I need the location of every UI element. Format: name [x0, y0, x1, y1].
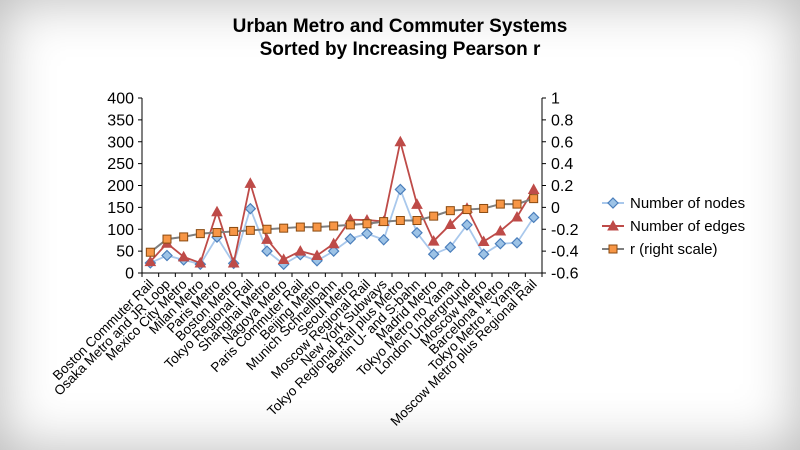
series-point — [608, 244, 618, 254]
series-point — [607, 219, 619, 231]
series-point — [477, 235, 490, 246]
right-tick-label: 0.6 — [551, 134, 573, 151]
series-point — [462, 205, 472, 215]
series-point — [427, 235, 440, 246]
series-point — [245, 225, 255, 235]
left-tick-label: 250 — [107, 156, 134, 173]
series-point — [344, 233, 357, 245]
series-point — [394, 183, 407, 196]
right-tick-label: 0.2 — [551, 178, 573, 195]
series-point — [411, 226, 423, 239]
series-point — [212, 228, 222, 238]
right-tick-label: 0 — [551, 200, 560, 217]
series-point — [327, 237, 340, 249]
series-point — [444, 218, 457, 229]
series-point — [479, 203, 489, 213]
right-tick-label: -0.2 — [551, 222, 579, 239]
series-point — [261, 245, 273, 257]
series-point — [161, 249, 173, 262]
series-point — [261, 233, 273, 244]
series-point — [461, 219, 473, 231]
series-point — [495, 199, 505, 209]
legend-label: Number of nodes — [630, 195, 745, 212]
series-point — [145, 247, 155, 257]
chart-title-line: Sorted by Increasing Pearson r — [260, 39, 541, 60]
series-point — [279, 223, 289, 233]
series-point — [294, 245, 307, 256]
left-tick-label: 350 — [107, 112, 134, 129]
series-point — [394, 135, 407, 147]
series-point — [512, 199, 522, 209]
series-point — [312, 222, 322, 232]
right-tick-label: 0.4 — [551, 156, 573, 173]
series-point — [244, 202, 257, 215]
chart-title-line: Urban Metro and Commuter Systems — [233, 16, 568, 37]
series-number-of-nodes — [144, 183, 540, 271]
left-tick-label: 0 — [125, 266, 134, 283]
series-point — [144, 255, 157, 267]
series — [144, 135, 540, 271]
left-tick-label: 300 — [107, 134, 134, 151]
series-point — [162, 234, 172, 244]
series-point — [277, 253, 290, 264]
series-point — [262, 224, 272, 234]
series-point — [494, 237, 507, 250]
series-point — [527, 211, 540, 224]
series-point — [311, 249, 323, 260]
series-point — [411, 198, 423, 209]
series-point — [177, 250, 190, 262]
series-point — [429, 211, 439, 221]
series-point — [244, 177, 257, 188]
series-point — [345, 220, 355, 230]
left-tick-label: 50 — [116, 244, 134, 261]
left-tick-label: 200 — [107, 178, 134, 195]
series-point — [211, 205, 223, 217]
series-number-of-edges — [144, 135, 540, 268]
series-point — [195, 229, 205, 239]
series-point — [412, 216, 422, 225]
series-r-right-scale — [145, 194, 539, 257]
series-point — [329, 221, 339, 231]
series-point — [427, 248, 440, 261]
right-tick-label: -0.4 — [551, 244, 579, 261]
series-point — [295, 222, 305, 232]
left-tick-label: 150 — [107, 200, 134, 217]
series-point — [327, 245, 340, 257]
right-tick-label: 1 — [551, 91, 560, 108]
series-point — [511, 236, 523, 249]
right-tick-label: 0.8 — [551, 112, 573, 129]
axes — [138, 97, 546, 277]
left-tick-label: 100 — [107, 222, 134, 239]
series-point — [527, 183, 540, 194]
series-point — [395, 216, 405, 225]
series-point — [529, 194, 539, 204]
series-point — [227, 256, 240, 268]
series-point — [379, 217, 389, 227]
series-point — [179, 232, 189, 242]
series-point — [607, 197, 619, 209]
series-point — [494, 224, 507, 236]
left-axis-ticks: 0 50 100 150 200 250 300 350 400 — [107, 91, 134, 283]
category-label: Osaka Metro and JR Loop — [51, 277, 173, 399]
series-point — [444, 241, 457, 254]
series-point — [229, 226, 239, 236]
series-point — [194, 256, 207, 268]
series-point — [361, 227, 373, 240]
series-point — [511, 210, 523, 222]
right-axis-ticks: -0.6 -0.4 -0.2 0 0.2 0.4 0.6 0.8 1 — [551, 91, 579, 283]
series-point — [377, 233, 390, 246]
series-point — [477, 248, 490, 261]
legend-label: r (right scale) — [630, 241, 718, 258]
legend: Number of nodes Number of edges r (right s… — [602, 195, 745, 258]
series-point — [362, 219, 372, 229]
series-line — [149, 186, 535, 266]
left-tick-label: 400 — [107, 91, 134, 108]
series-point — [445, 206, 455, 216]
right-tick-label: -0.6 — [551, 266, 579, 283]
legend-label: Number of edges — [630, 218, 745, 235]
